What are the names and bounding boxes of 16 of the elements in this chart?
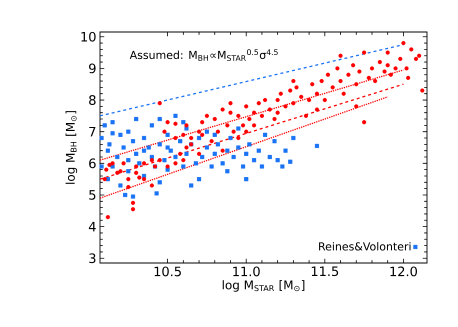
y-tick-label: 8 (89, 95, 96, 105)
y-tick-label: 3 (89, 253, 96, 264)
y-tick-label: 9 (89, 64, 96, 74)
x-tick-label: 10.5 (154, 266, 181, 276)
y-tick-label: 4 (88, 222, 96, 232)
x-tick-label: 12.0 (390, 266, 417, 276)
y-axis-title: log M$_{BH}$ [M$_{⊙}$] (66, 111, 78, 184)
annotation: Assumed: M$_{BH}$∝M$_{STAR}$$^{0.5}$σ$^{4.5}$ (130, 49, 278, 61)
x-axis-title: log M$_{STAR}$ [M$_{⊙}$] (222, 280, 304, 292)
y-tick-label: 5 (89, 190, 96, 200)
x-tick-label: 11.5 (312, 266, 338, 276)
y-tick-label: 7 (89, 126, 96, 136)
y-tick-label: 6 (89, 158, 96, 168)
legend-label: Reines&Volonteri (319, 242, 410, 251)
x-tick-label: 11.0 (233, 266, 260, 276)
y-tick-label: 10 (81, 32, 96, 42)
